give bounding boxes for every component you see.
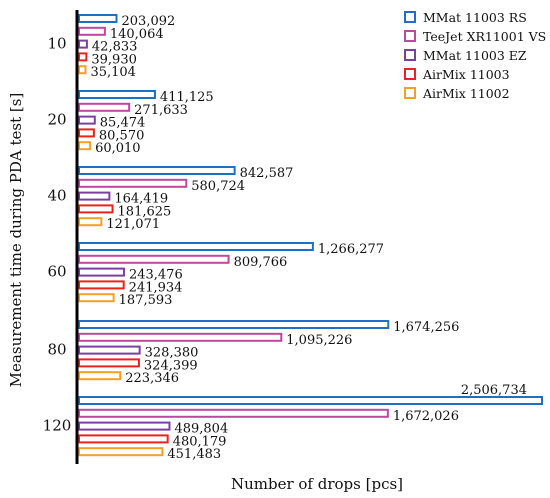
- data-label-60s-series-5: 187,593: [119, 293, 173, 308]
- data-label-60s-series-1: 1,266,277: [318, 242, 384, 257]
- bar-20s-series-2: [78, 102, 131, 112]
- data-label-10s-series-3: 42,833: [92, 40, 138, 55]
- data-label-40s-series-3: 164,419: [114, 192, 168, 207]
- y-tick-label-40: 40: [47, 187, 66, 205]
- data-label-40s-series-4: 181,625: [118, 204, 172, 219]
- legend-label-3: MMat 11003 EZ: [423, 48, 527, 63]
- data-label-10s-series-5: 35,104: [90, 65, 136, 80]
- y-tick-label-10: 10: [47, 35, 66, 53]
- legend-swatch-3: [404, 49, 416, 61]
- data-label-20s-series-3: 85,474: [100, 116, 146, 131]
- data-label-80s-series-2: 1,095,226: [286, 333, 352, 348]
- bar-80s-series-2: [78, 332, 283, 342]
- data-label-40s-series-2: 580,724: [191, 179, 245, 194]
- data-label-60s-series-4: 241,934: [129, 280, 183, 295]
- bar-80s-series-3: [78, 345, 141, 355]
- bar-20s-series-3: [78, 115, 96, 125]
- bar-40s-series-3: [78, 191, 111, 201]
- data-label-10s-series-4: 39,930: [91, 52, 137, 67]
- data-labels-layer: 203,092140,06442,83339,93035,104411,1252…: [90, 14, 527, 462]
- legend: MMat 11003 RS TeeJet XR11001 VS MMat 11003…: [404, 10, 546, 101]
- legend-swatch-5: [404, 87, 416, 99]
- data-label-20s-series-1: 411,125: [160, 90, 214, 105]
- data-label-80s-series-5: 223,346: [125, 371, 179, 386]
- bar-80s-series-4: [78, 358, 140, 368]
- y-tick-label-120: 120: [43, 417, 72, 435]
- legend-swatch-2: [404, 30, 416, 42]
- bar-120s-series-1: [78, 396, 543, 405]
- bar-60s-series-4: [78, 280, 125, 290]
- bar-120s-series-2: [78, 408, 389, 418]
- bars-layer: [78, 14, 543, 457]
- data-label-80s-series-1: 1,674,256: [393, 320, 459, 335]
- bar-120s-series-3: [78, 421, 171, 431]
- data-label-40s-series-1: 842,587: [240, 166, 294, 181]
- data-label-20s-series-4: 80,570: [99, 128, 144, 143]
- data-label-60s-series-2: 809,766: [234, 255, 288, 270]
- bar-120s-series-5: [78, 447, 164, 457]
- data-label-120s-series-1: 2,506,734: [461, 383, 527, 398]
- data-label-10s-series-1: 203,092: [122, 14, 176, 29]
- bar-10s-series-2: [78, 26, 106, 36]
- bar-60s-series-5: [78, 293, 115, 303]
- legend-label-4: AirMix 11003: [422, 67, 510, 82]
- y-tick-labels: 10 20 40 60 80 120: [43, 35, 72, 435]
- bar-40s-series-4: [78, 204, 114, 214]
- data-label-20s-series-2: 271,633: [134, 103, 188, 118]
- x-axis-label: Number of drops [pcs]: [231, 475, 403, 493]
- data-label-120s-series-4: 480,179: [173, 434, 227, 449]
- data-label-120s-series-5: 451,483: [167, 447, 221, 462]
- y-tick-label-60: 60: [47, 263, 66, 281]
- data-label-80s-series-3: 328,380: [145, 346, 199, 361]
- legend-swatch-1: [404, 11, 416, 23]
- y-tick-label-20: 20: [47, 111, 66, 129]
- data-label-120s-series-2: 1,672,026: [393, 409, 459, 424]
- bar-20s-series-4: [78, 128, 95, 138]
- bar-80s-series-1: [78, 320, 390, 329]
- bar-40s-series-5: [78, 217, 103, 227]
- data-label-80s-series-4: 324,399: [144, 358, 198, 373]
- bar-120s-series-4: [78, 434, 169, 444]
- data-label-20s-series-5: 60,010: [95, 141, 141, 156]
- bar-80s-series-5: [78, 371, 122, 381]
- bar-20s-series-5: [78, 141, 92, 151]
- data-label-10s-series-2: 140,064: [110, 27, 164, 42]
- legend-swatch-4: [404, 68, 416, 80]
- bar-60s-series-3: [78, 267, 125, 277]
- legend-label-1: MMat 11003 RS: [423, 10, 527, 25]
- bar-10s-series-3: [78, 39, 88, 49]
- bar-10s-series-5: [78, 65, 87, 75]
- data-label-40s-series-5: 121,071: [106, 217, 160, 232]
- legend-label-5: AirMix 11002: [422, 86, 510, 101]
- y-tick-label-80: 80: [47, 341, 66, 359]
- bar-10s-series-1: [78, 14, 118, 23]
- bar-20s-series-1: [78, 90, 156, 99]
- bar-10s-series-4: [78, 52, 88, 62]
- bar-40s-series-1: [78, 166, 236, 175]
- bar-60s-series-2: [78, 254, 230, 264]
- bar-60s-series-1: [78, 242, 314, 251]
- bar-40s-series-2: [78, 178, 188, 188]
- data-label-60s-series-3: 243,476: [129, 268, 183, 283]
- y-axis-label: Measurement time during PDA test [s]: [7, 93, 25, 388]
- data-label-120s-series-3: 489,804: [174, 422, 228, 437]
- legend-label-2: TeeJet XR11001 VS: [423, 29, 546, 44]
